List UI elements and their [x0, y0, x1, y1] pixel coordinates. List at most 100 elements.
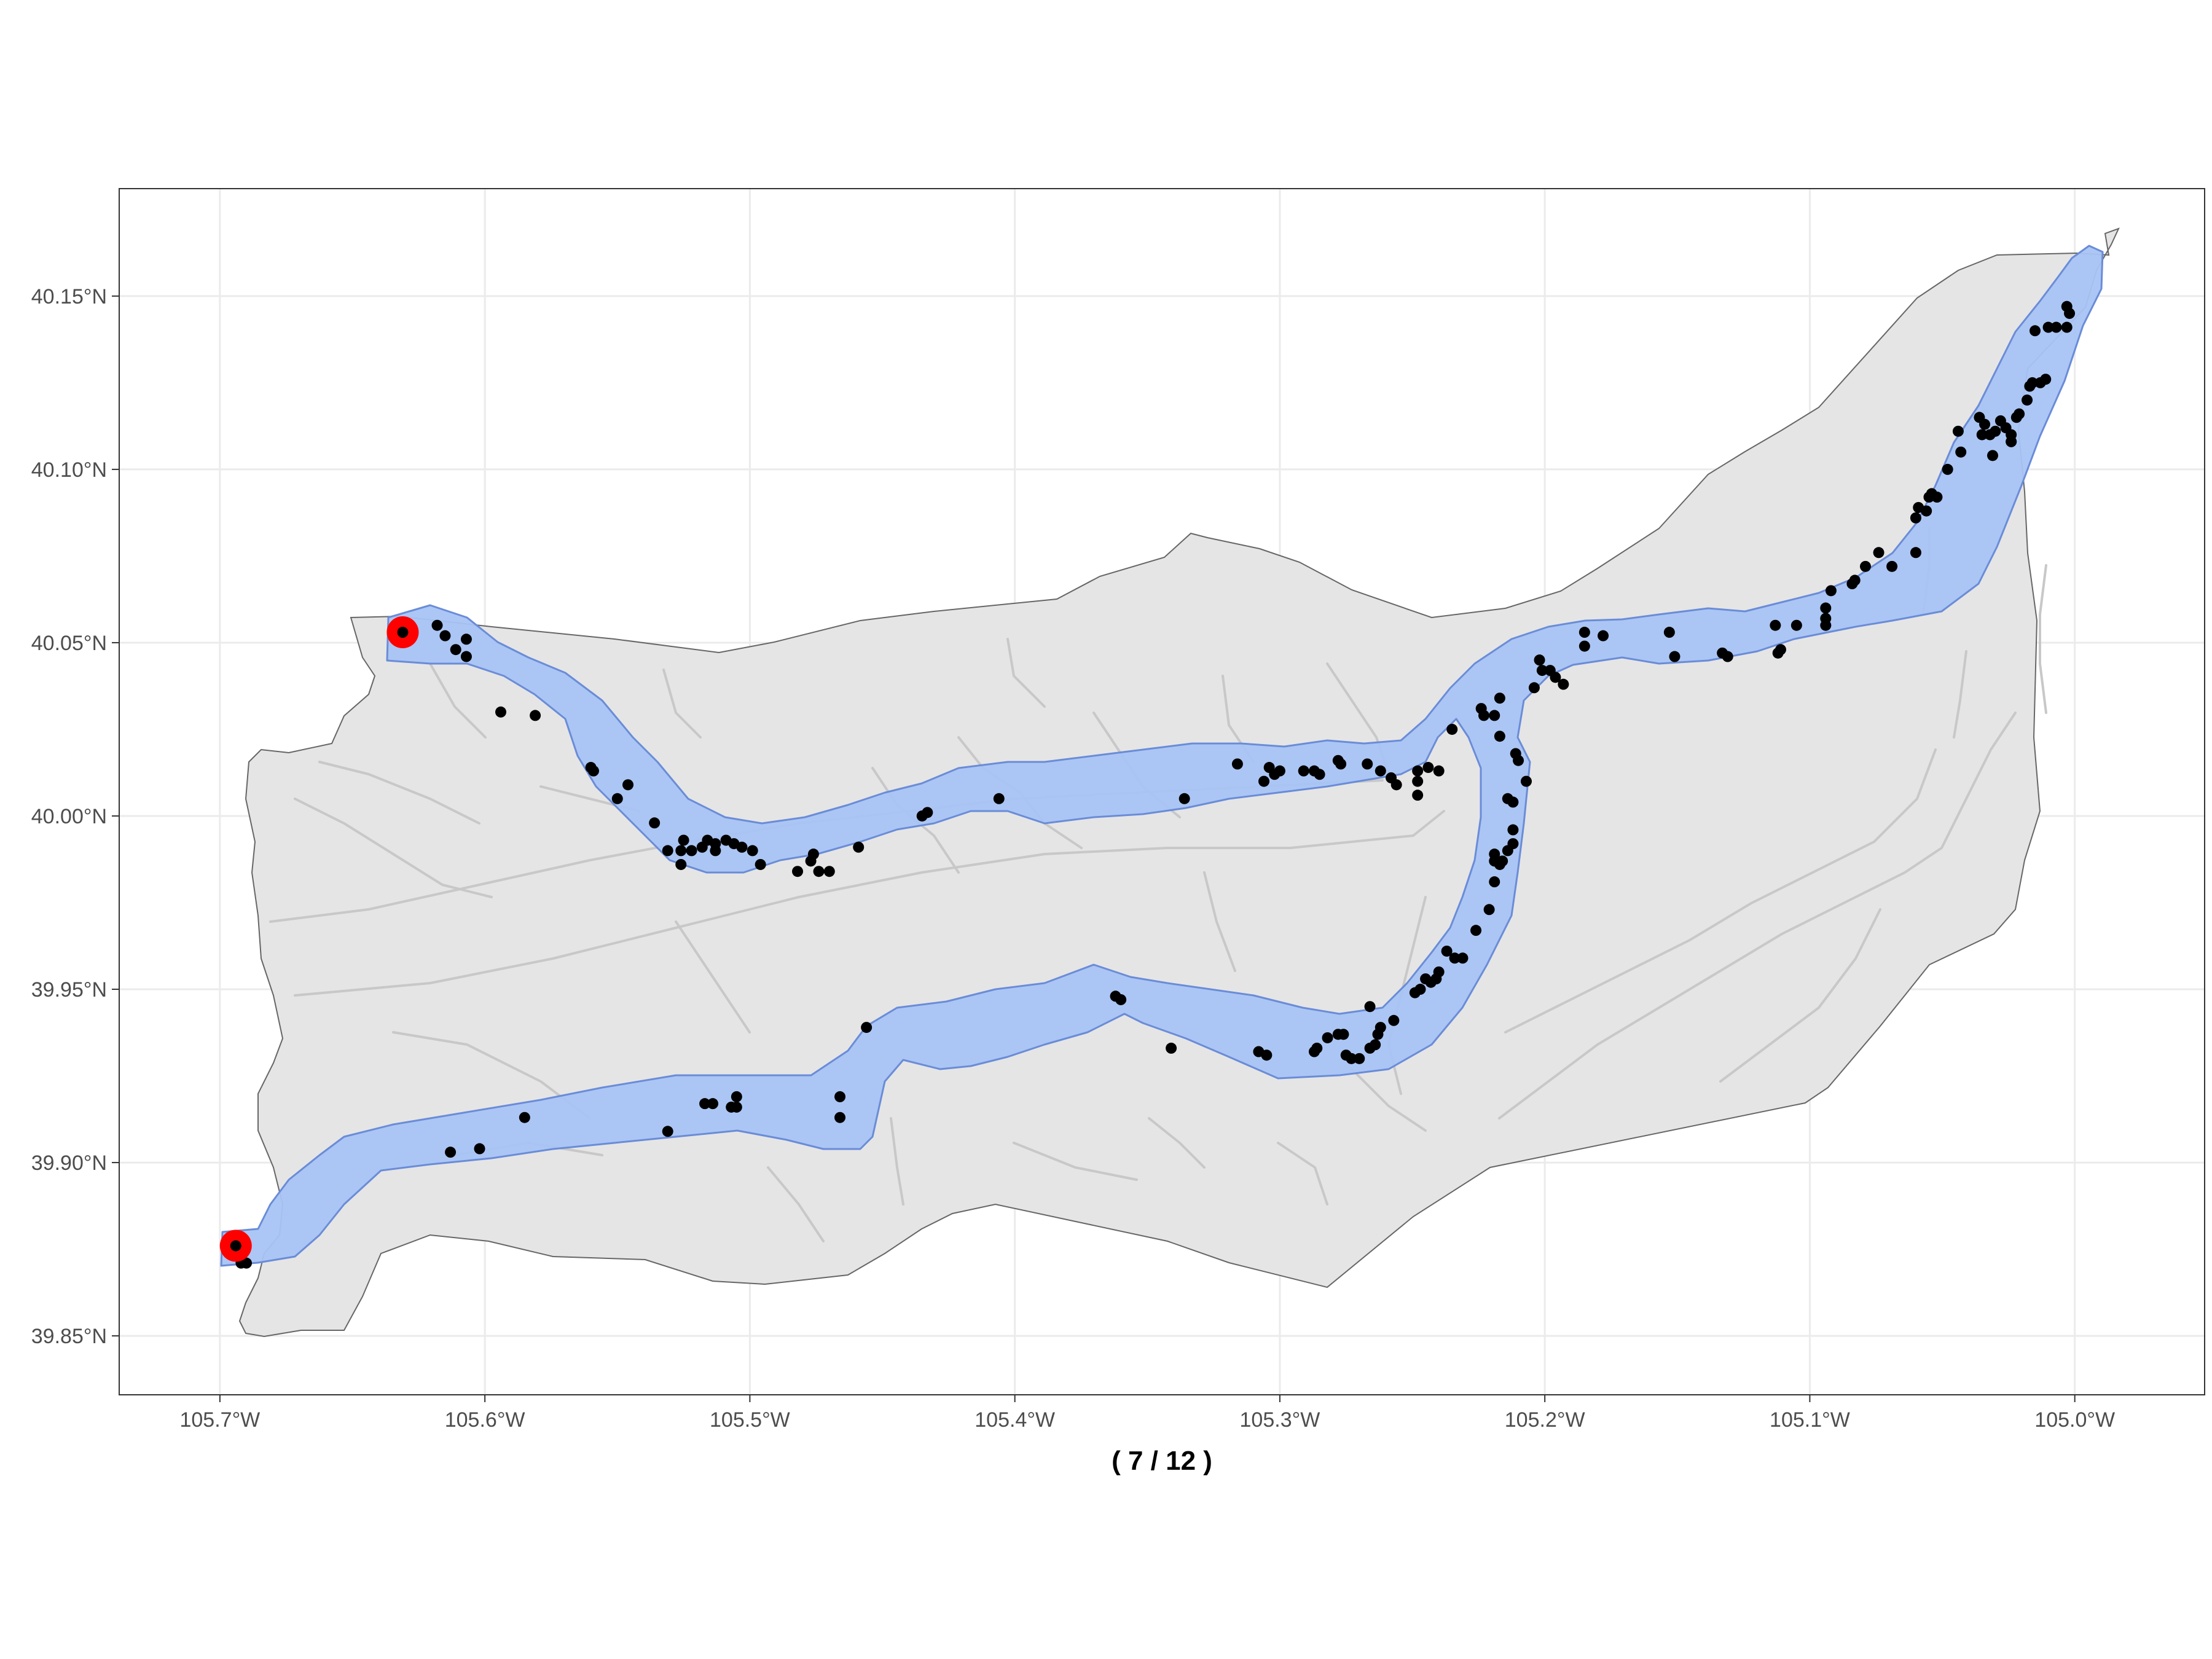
observation-point [1470, 925, 1482, 936]
y-tick-label: 40.15°N [31, 285, 107, 308]
observation-point [1433, 765, 1445, 777]
observation-point [699, 1098, 711, 1110]
observation-point [1298, 765, 1309, 777]
observation-point [1931, 492, 1943, 503]
observation-point [1446, 723, 1458, 735]
observation-point [1859, 560, 1871, 572]
y-tick-label: 39.95°N [31, 978, 107, 1002]
observation-point [1420, 973, 1432, 985]
observation-point [1520, 775, 1532, 787]
observation-point [1388, 1014, 1400, 1026]
observation-point [710, 845, 721, 857]
observation-point [1489, 876, 1500, 888]
observation-point [993, 793, 1005, 804]
observation-point [2006, 436, 2017, 447]
observation-point [622, 779, 634, 791]
observation-point [792, 866, 804, 877]
observation-point [1364, 1042, 1376, 1054]
observation-point [1536, 665, 1548, 677]
observation-point [813, 866, 825, 877]
observation-point [1478, 710, 1489, 721]
observation-point [853, 841, 865, 853]
observation-point [1910, 512, 1921, 524]
observation-point [450, 644, 461, 656]
observation-point [861, 1022, 873, 1033]
observation-point [1258, 775, 1270, 787]
observation-point [445, 1147, 457, 1158]
observation-point [2050, 321, 2062, 333]
endpoint-markers [219, 616, 419, 1262]
river-corridor [220, 245, 2104, 1267]
y-tick-label: 39.90°N [31, 1151, 107, 1175]
endpoint-center-point [230, 1240, 241, 1252]
observation-point [1362, 758, 1373, 770]
observation-point [675, 845, 687, 857]
observation-point [1335, 758, 1347, 770]
observation-point [1409, 987, 1421, 998]
observation-point [649, 817, 661, 829]
observation-point [530, 710, 541, 721]
observation-point [2029, 325, 2041, 337]
observation-point [1558, 678, 1569, 690]
observation-point [1489, 710, 1500, 721]
observation-point [1449, 952, 1461, 964]
observation-point [495, 706, 507, 718]
observation-point [1308, 1046, 1320, 1057]
observation-point [1332, 1029, 1344, 1040]
observation-point [1849, 575, 1861, 586]
observation-point [686, 845, 697, 857]
observation-point [1494, 692, 1505, 704]
observation-point [675, 858, 687, 870]
observation-point [736, 841, 748, 853]
observation-point [1489, 849, 1500, 860]
observation-point [1441, 945, 1453, 957]
observation-point [747, 845, 758, 857]
x-tick-label: 105.4°W [975, 1408, 1055, 1432]
observation-point [1579, 627, 1590, 638]
observation-point [1669, 651, 1681, 662]
observation-point [1375, 765, 1386, 777]
observation-point [2042, 321, 2054, 333]
map-caption: ( 7 / 12 ) [1112, 1446, 1212, 1476]
observation-point [823, 866, 835, 877]
observation-point [587, 765, 599, 777]
observation-point [611, 793, 623, 804]
observation-point [2064, 308, 2076, 320]
observation-point [431, 619, 443, 631]
y-tick-label: 40.05°N [31, 632, 107, 655]
observation-point [1825, 585, 1837, 597]
observation-point [1921, 505, 1932, 517]
observation-point [1598, 630, 1609, 641]
observation-point [2026, 377, 2038, 388]
observation-point [662, 1126, 673, 1137]
observation-point [678, 834, 689, 846]
observation-point [1422, 762, 1434, 774]
y-tick-label: 40.10°N [31, 458, 107, 482]
observation-point [1550, 672, 1561, 683]
observation-point [1364, 1001, 1376, 1013]
observation-point [1231, 758, 1243, 770]
observation-point [474, 1143, 485, 1155]
observation-point [1502, 845, 1513, 857]
x-tick-label: 105.0°W [2034, 1408, 2115, 1432]
observation-point [1412, 790, 1424, 801]
observation-point [1820, 602, 1832, 614]
observation-point [1990, 425, 2001, 437]
x-tick-label: 105.3°W [1240, 1408, 1320, 1432]
observation-point [1179, 793, 1190, 804]
observation-point [807, 849, 819, 860]
observation-point [1507, 796, 1519, 808]
observation-point [1986, 450, 1998, 461]
observation-point [1663, 627, 1675, 638]
observation-point [2040, 374, 2052, 385]
observation-point [1979, 418, 1991, 430]
observation-point [1976, 429, 1988, 441]
axes: 105.7°W 105.6°W 105.5°W 105.4°W 105.3°W 105.2… [31, 285, 2115, 1432]
observation-point [1314, 769, 1325, 780]
observation-point [1790, 619, 1802, 631]
observation-point [460, 651, 472, 662]
observation-point [1412, 775, 1424, 787]
observation-point [1579, 640, 1590, 652]
observation-point [1528, 682, 1540, 694]
observation-point [1722, 651, 1733, 662]
